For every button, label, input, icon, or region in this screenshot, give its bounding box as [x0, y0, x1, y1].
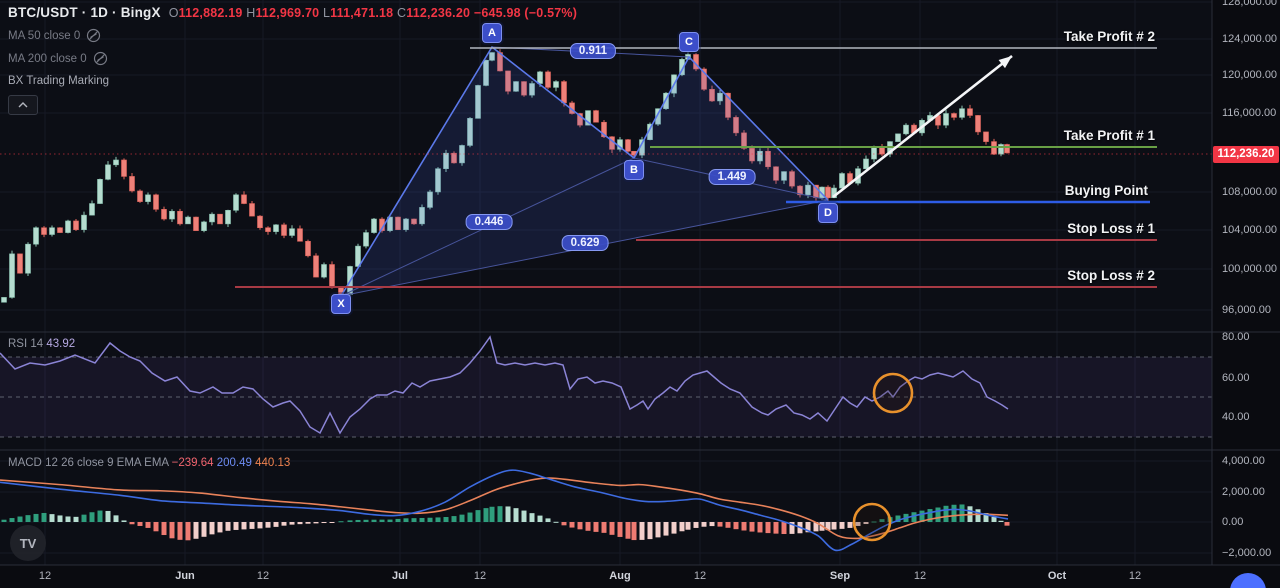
fib-ratio-0629: 0.629	[561, 235, 609, 251]
time-tick: Jul	[392, 570, 408, 582]
rsi-legend[interactable]: RSI 14 43.92	[8, 338, 75, 350]
price-axis[interactable]: 128,000.00 124,000.00 120,000.00 116,000.00…	[1212, 0, 1280, 565]
rsi-tick: 80.00	[1222, 331, 1250, 343]
price-tick: 104,000.00	[1222, 224, 1278, 236]
fib-ratio-1449: 1.449	[708, 169, 756, 185]
floating-action-button[interactable]	[1230, 573, 1266, 588]
rsi-params: 14	[30, 338, 44, 350]
chevron-up-icon	[18, 102, 28, 108]
level-lines	[235, 47, 1157, 288]
open-label: O	[168, 6, 179, 20]
level-label-sl1[interactable]: Stop Loss # 1	[1067, 221, 1155, 236]
hidden-eye-icon[interactable]	[86, 28, 101, 43]
ma50-label: MA 50 close 0	[8, 29, 81, 42]
fib-ratio-0911: 0.911	[569, 43, 617, 59]
fib-ratio-0446: 0.446	[465, 214, 513, 230]
collapse-legend-button[interactable]	[8, 95, 38, 115]
high-value: 112,969.70	[255, 6, 320, 20]
macd-signal-line	[0, 477, 1009, 540]
ohlc-readout: O112,882.19 H112,969.70 L111,471.18 C112…	[169, 6, 577, 20]
macd-hist-value: −239.64	[171, 457, 214, 469]
rsi-title: RSI	[8, 338, 28, 350]
symbol-title-text: BTC/USDT · 1D · BingX	[8, 5, 161, 20]
time-tick: 12	[1128, 570, 1142, 582]
macd-histogram	[1, 504, 1010, 541]
price-tick: 128,000.00	[1222, 0, 1278, 8]
macd-signal-value: 440.13	[255, 457, 291, 469]
close-label: C	[397, 6, 407, 20]
harmonic-pattern[interactable]	[340, 45, 829, 297]
indicator-row-ma50[interactable]: MA 50 close 0	[8, 28, 101, 43]
rsi-line	[0, 335, 1009, 435]
rsi-band	[0, 357, 1212, 437]
time-tick: 12	[256, 570, 270, 582]
close-value: 112,236.20	[406, 6, 471, 20]
tradingview-logo-text: TV	[19, 535, 37, 551]
price-tick: 116,000.00	[1222, 107, 1277, 119]
gridlines	[0, 0, 1212, 565]
trend-arrow[interactable]	[832, 54, 1013, 199]
level-label-tp1[interactable]: Take Profit # 1	[1063, 128, 1155, 143]
macd-main-line	[0, 469, 1009, 552]
price-tick: 120,000.00	[1222, 69, 1278, 81]
high-label: H	[246, 6, 256, 20]
time-tick: 12	[913, 570, 927, 582]
last-price-badge: 112,236.20	[1213, 145, 1279, 163]
rsi-value: 43.92	[46, 338, 76, 350]
time-tick: Sep	[829, 570, 851, 582]
low-label: L	[323, 6, 331, 20]
price-tick: 124,000.00	[1222, 33, 1278, 45]
macd-title: MACD	[8, 457, 42, 469]
macd-line-value: 200.49	[216, 457, 252, 469]
rsi-tick: 60.00	[1222, 372, 1250, 384]
macd-tick: 4,000.00	[1222, 455, 1265, 467]
rsi-tick: 40.00	[1222, 411, 1250, 423]
bx-trading-label: BX Trading Marking	[8, 75, 109, 87]
pattern-point-A[interactable]: A	[482, 23, 502, 43]
symbol-title[interactable]: BTC/USDT · 1D · BingX O112,882.19 H112,96…	[8, 5, 577, 20]
open-value: 112,882.19	[178, 6, 243, 20]
time-tick: 12	[38, 570, 52, 582]
level-label-sl2[interactable]: Stop Loss # 2	[1067, 268, 1155, 283]
macd-params: 12 26 close 9 EMA EMA	[45, 457, 169, 469]
ma200-label: MA 200 close 0	[8, 52, 87, 65]
macd-tick: −2,000.00	[1222, 547, 1272, 559]
tradingview-logo[interactable]: TV	[10, 525, 46, 561]
time-tick: Aug	[609, 570, 631, 582]
time-tick: 12	[473, 570, 487, 582]
indicator-row-bx-trading[interactable]: BX Trading Marking	[8, 75, 109, 87]
time-tick: 12	[693, 570, 707, 582]
highlight-circle[interactable]	[872, 372, 914, 414]
pattern-point-B[interactable]: B	[624, 160, 644, 180]
highlight-circle[interactable]	[852, 502, 892, 542]
hidden-eye-icon[interactable]	[93, 51, 108, 66]
indicator-row-ma200[interactable]: MA 200 close 0	[8, 51, 108, 66]
change-value: −645.98 (−0.57%)	[473, 6, 578, 20]
level-label-tp2[interactable]: Take Profit # 2	[1063, 29, 1155, 44]
pattern-point-X[interactable]: X	[331, 294, 351, 314]
macd-tick: 0.00	[1222, 516, 1244, 528]
macd-tick: 2,000.00	[1222, 486, 1265, 498]
low-value: 111,471.18	[330, 6, 394, 20]
time-tick: Oct	[1047, 570, 1067, 582]
time-axis[interactable]: 12 Jun 12 Jul 12 Aug 12 Sep 12 Oct 12	[0, 565, 1280, 588]
pattern-point-C[interactable]: C	[679, 32, 699, 52]
price-tick: 100,000.00	[1222, 263, 1278, 275]
pattern-point-D[interactable]: D	[818, 203, 838, 223]
time-tick: Jun	[175, 570, 195, 582]
price-tick: 108,000.00	[1222, 186, 1278, 198]
level-label-buy[interactable]: Buying Point	[1064, 183, 1148, 198]
price-tick: 96,000.00	[1222, 304, 1271, 316]
macd-legend[interactable]: MACD 12 26 close 9 EMA EMA −239.64 200.4…	[8, 457, 290, 469]
